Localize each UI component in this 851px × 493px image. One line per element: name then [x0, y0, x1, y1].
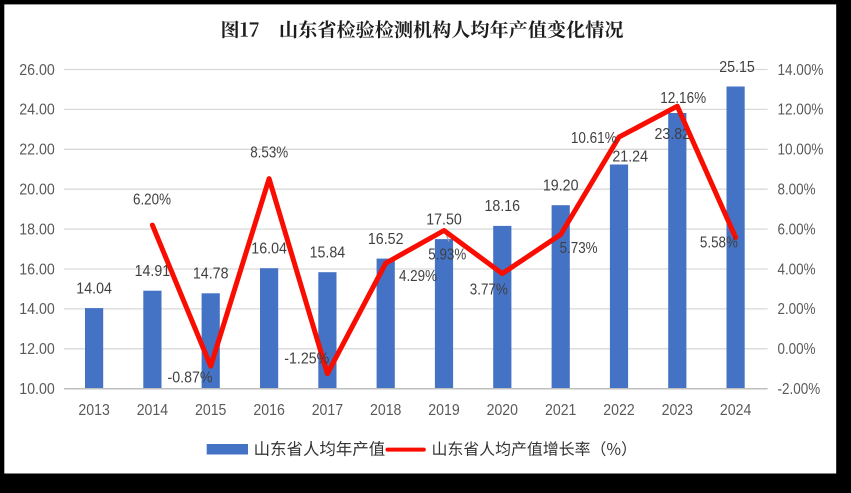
svg-text:2018: 2018	[370, 402, 401, 419]
svg-text:17.50: 17.50	[426, 211, 462, 228]
svg-text:10.00: 10.00	[19, 381, 55, 398]
svg-text:14.00%: 14.00%	[778, 62, 824, 79]
svg-text:2.00%: 2.00%	[778, 301, 816, 318]
svg-text:2013: 2013	[78, 402, 109, 419]
svg-text:23.82: 23.82	[655, 126, 691, 143]
svg-text:26.00: 26.00	[19, 62, 55, 79]
svg-text:2019: 2019	[428, 402, 459, 419]
svg-text:2014: 2014	[137, 402, 169, 419]
svg-text:16.00: 16.00	[19, 261, 55, 278]
svg-text:14.91: 14.91	[135, 263, 171, 280]
svg-text:2016: 2016	[253, 402, 284, 419]
svg-text:14.04: 14.04	[76, 280, 112, 297]
svg-text:5.73%: 5.73%	[560, 240, 598, 257]
svg-text:3.77%: 3.77%	[470, 281, 508, 298]
svg-text:5.93%: 5.93%	[428, 247, 466, 264]
svg-text:2021: 2021	[545, 402, 576, 419]
svg-text:2015: 2015	[195, 402, 226, 419]
svg-text:6.20%: 6.20%	[133, 191, 171, 208]
svg-text:10.00%: 10.00%	[778, 142, 824, 159]
svg-text:14.78: 14.78	[193, 266, 229, 283]
svg-text:18.16: 18.16	[485, 198, 521, 215]
svg-text:10.61%: 10.61%	[571, 130, 617, 147]
svg-text:18.00: 18.00	[19, 221, 55, 238]
svg-text:12.00%: 12.00%	[778, 102, 824, 119]
svg-text:12.16%: 12.16%	[660, 90, 706, 107]
svg-text:8.53%: 8.53%	[250, 145, 288, 162]
svg-text:22.00: 22.00	[19, 142, 55, 159]
svg-text:21.24: 21.24	[612, 149, 648, 166]
svg-text:19.20: 19.20	[543, 178, 579, 195]
svg-text:2017: 2017	[312, 402, 343, 419]
svg-text:-1.25%: -1.25%	[284, 351, 329, 368]
svg-text:24.00: 24.00	[19, 102, 55, 119]
svg-text:14.00: 14.00	[19, 301, 55, 318]
svg-text:6.00%: 6.00%	[778, 221, 816, 238]
svg-text:2023: 2023	[662, 402, 693, 419]
svg-text:12.00: 12.00	[19, 341, 55, 358]
svg-text:-2.00%: -2.00%	[778, 381, 821, 398]
svg-text:15.84: 15.84	[310, 245, 346, 262]
svg-text:4.00%: 4.00%	[778, 261, 816, 278]
svg-text:2022: 2022	[603, 402, 634, 419]
svg-text:2020: 2020	[487, 402, 519, 419]
svg-text:16.04: 16.04	[251, 241, 287, 258]
svg-text:5.58%: 5.58%	[700, 234, 738, 251]
svg-text:8.00%: 8.00%	[778, 182, 816, 199]
svg-text:2024: 2024	[720, 402, 752, 419]
svg-text:0.00%: 0.00%	[778, 341, 816, 358]
svg-text:25.15: 25.15	[719, 59, 755, 76]
svg-text:-0.87%: -0.87%	[168, 370, 213, 387]
svg-text:20.00: 20.00	[19, 182, 55, 199]
svg-text:4.29%: 4.29%	[399, 268, 437, 285]
svg-text:16.52: 16.52	[368, 231, 404, 248]
